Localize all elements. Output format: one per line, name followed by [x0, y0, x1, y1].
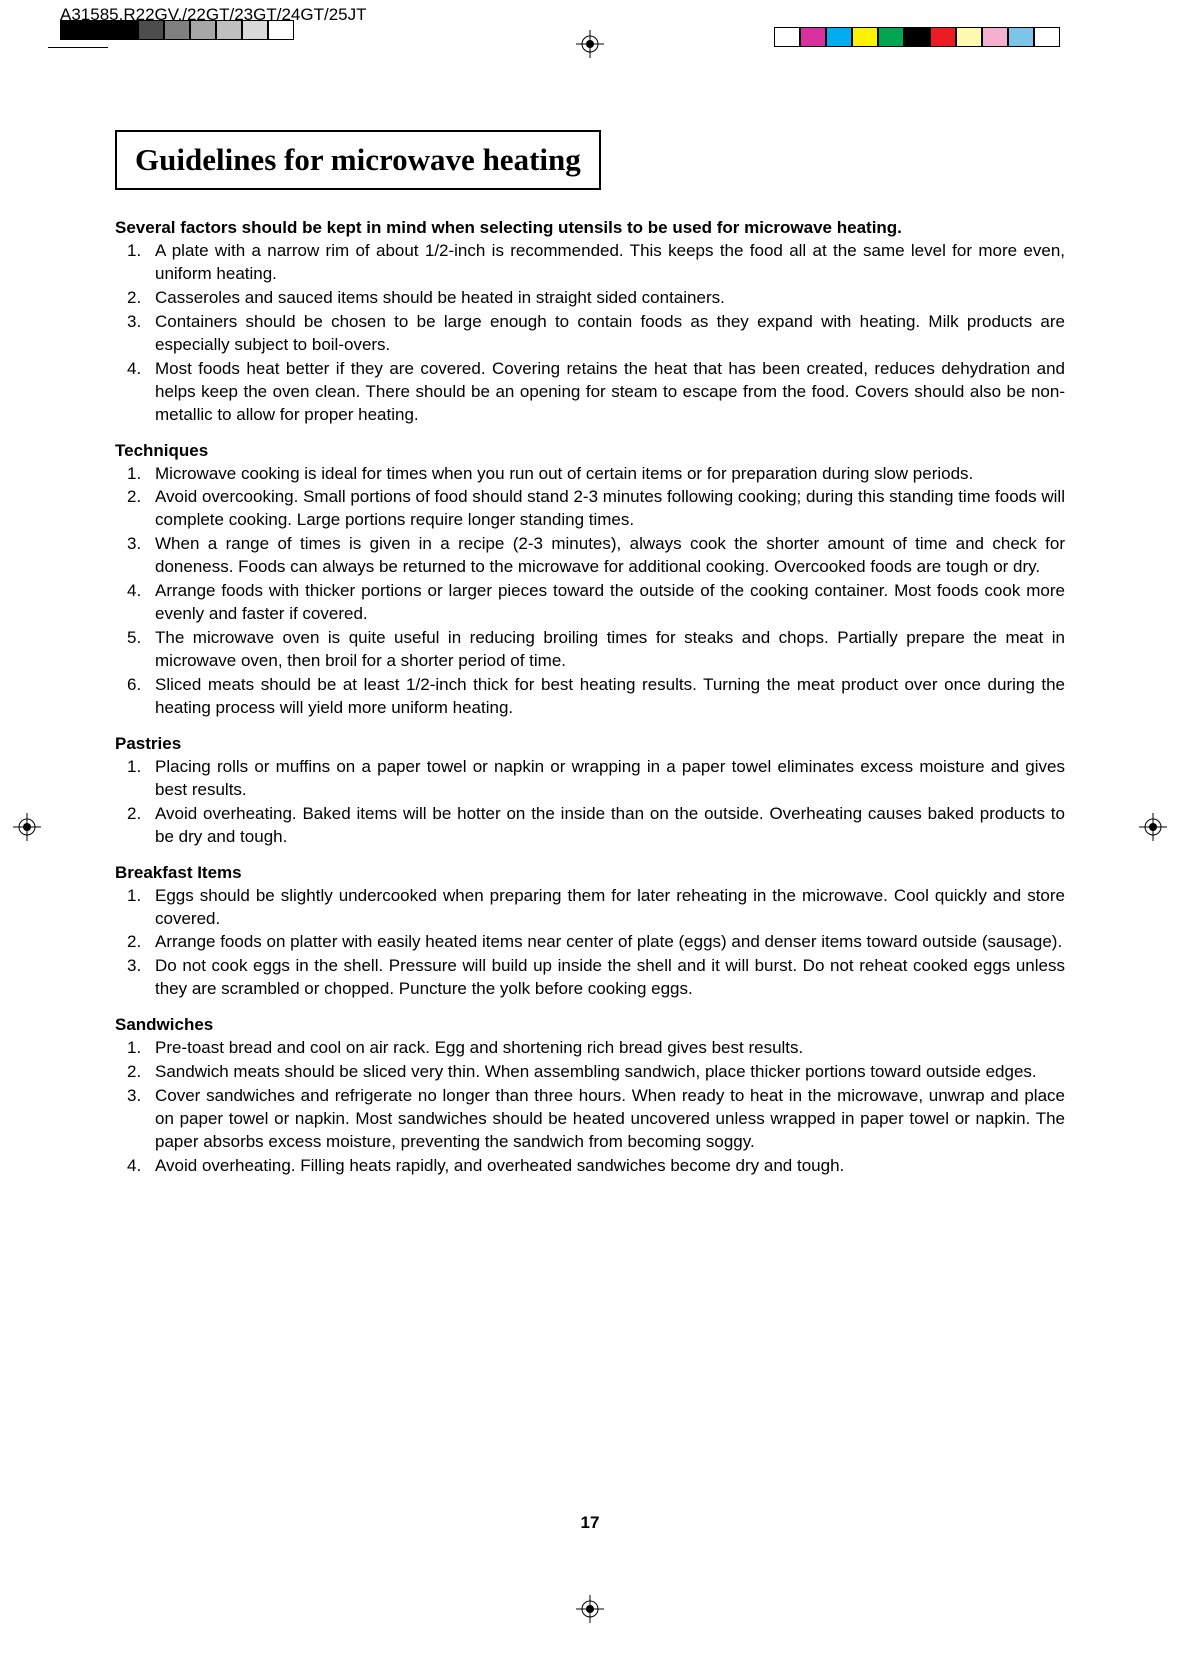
section-list: 1.Placing rolls or muffins on a paper to…: [115, 756, 1065, 849]
list-item: 2.Avoid overheating. Baked items will be…: [155, 803, 1065, 849]
list-item: 6.Sliced meats should be at least 1/2-in…: [155, 674, 1065, 720]
list-item: 1.Pre-toast bread and cool on air rack. …: [155, 1037, 1065, 1060]
section-heading: Pastries: [115, 734, 1065, 754]
list-item: 5.The microwave oven is quite useful in …: [155, 627, 1065, 673]
registration-mark-icon: [1139, 813, 1167, 841]
list-item: 3.Do not cook eggs in the shell. Pressur…: [155, 955, 1065, 1001]
section-list: 1.Pre-toast bread and cool on air rack. …: [115, 1037, 1065, 1178]
list-item: 4.Most foods heat better if they are cov…: [155, 358, 1065, 427]
crop-line: [48, 47, 108, 49]
intro-list: 1.A plate with a narrow rim of about 1/2…: [115, 240, 1065, 427]
section-heading: Breakfast Items: [115, 863, 1065, 883]
section-list: 1.Microwave cooking is ideal for times w…: [115, 463, 1065, 720]
list-item: 3.Containers should be chosen to be larg…: [155, 311, 1065, 357]
list-item: 1.Eggs should be slightly undercooked wh…: [155, 885, 1065, 931]
section-list: 1.Eggs should be slightly undercooked wh…: [115, 885, 1065, 1002]
section-heading: Sandwiches: [115, 1015, 1065, 1035]
list-item: 4.Arrange foods with thicker portions or…: [155, 580, 1065, 626]
list-item: 2.Arrange foods on platter with easily h…: [155, 931, 1065, 954]
page-content: Guidelines for microwave heating Several…: [115, 130, 1065, 1179]
registration-mark-icon: [576, 1595, 604, 1623]
registration-mark-icon: [576, 30, 604, 58]
list-item: 2.Avoid overcooking. Small portions of f…: [155, 486, 1065, 532]
page-number: 17: [581, 1513, 600, 1533]
list-item: 3.When a range of times is given in a re…: [155, 533, 1065, 579]
list-item: 2.Casseroles and sauced items should be …: [155, 287, 1065, 310]
print-marks-grayscale: [60, 20, 294, 40]
intro-heading: Several factors should be kept in mind w…: [115, 218, 1065, 238]
list-item: 3.Cover sandwiches and refrigerate no lo…: [155, 1085, 1065, 1154]
list-item: 1.A plate with a narrow rim of about 1/2…: [155, 240, 1065, 286]
section-heading: Techniques: [115, 441, 1065, 461]
registration-mark-icon: [13, 813, 41, 841]
list-item: 1.Placing rolls or muffins on a paper to…: [155, 756, 1065, 802]
list-item: 2.Sandwich meats should be sliced very t…: [155, 1061, 1065, 1084]
page-title: Guidelines for microwave heating: [135, 142, 581, 178]
title-box: Guidelines for microwave heating: [115, 130, 601, 190]
print-marks-color: [774, 27, 1060, 47]
list-item: 1.Microwave cooking is ideal for times w…: [155, 463, 1065, 486]
list-item: 4.Avoid overheating. Filling heats rapid…: [155, 1155, 1065, 1178]
